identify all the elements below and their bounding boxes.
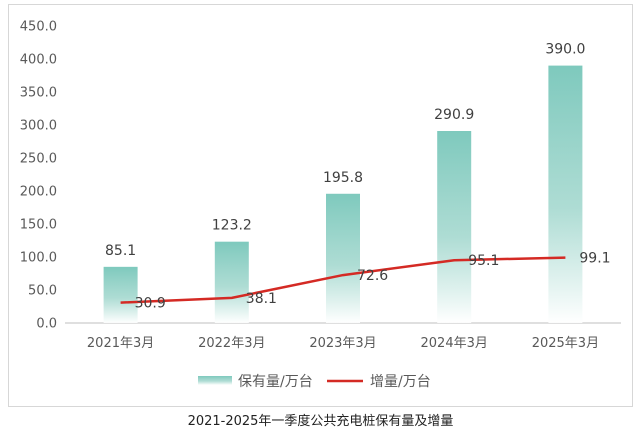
x-tick-label: 2022年3月 xyxy=(198,336,265,351)
y-tick-label: 200.0 xyxy=(20,185,57,200)
x-tick-label: 2024年3月 xyxy=(421,336,488,351)
legend-line-label: 增量/万台 xyxy=(370,374,431,390)
line-series: 30.9 38.1 72.6 95.1 99.1 xyxy=(120,251,611,312)
y-tick-label: 350.0 xyxy=(20,86,57,101)
bar xyxy=(103,266,138,323)
y-tick-label: 250.0 xyxy=(20,152,57,167)
y-tick-label: 100.0 xyxy=(20,251,57,266)
legend: 保有量/万台 增量/万台 xyxy=(198,374,431,390)
bar-data-label: 290.9 xyxy=(434,107,474,123)
line-data-label: 38.1 xyxy=(246,291,277,307)
legend-bar-label: 保有量/万台 xyxy=(238,374,313,390)
y-tick-label: 300.0 xyxy=(20,119,57,134)
x-tick-label: 2023年3月 xyxy=(309,336,376,351)
bar-data-label: 85.1 xyxy=(105,243,136,259)
y-tick-label: 0.0 xyxy=(36,317,57,332)
x-tick-label: 2021年3月 xyxy=(87,336,154,351)
y-tick-label: 150.0 xyxy=(20,218,57,233)
bar xyxy=(437,131,472,323)
bar xyxy=(214,241,249,323)
y-tick-label: 450.0 xyxy=(20,20,57,35)
bar-data-label: 123.2 xyxy=(212,218,252,234)
bar xyxy=(548,65,583,323)
chart: 0.0 50.0 100.0 150.0 200.0 250.0 300.0 350.0 400… xyxy=(20,20,621,390)
chart-frame xyxy=(8,4,633,407)
x-tick-label: 2025年3月 xyxy=(532,336,599,351)
bar-data-label: 195.8 xyxy=(323,170,363,186)
line-data-label: 30.9 xyxy=(135,296,166,312)
x-axis-ticks: 2021年3月 2022年3月 2023年3月 2024年3月 2025年3月 xyxy=(87,336,599,351)
y-axis-ticks: 0.0 50.0 100.0 150.0 200.0 250.0 300.0 350.0 400… xyxy=(20,20,57,332)
bar xyxy=(326,193,360,323)
line-data-label: 99.1 xyxy=(579,251,610,267)
line-data-label: 72.6 xyxy=(357,268,388,284)
line-data-label: 95.1 xyxy=(468,253,499,269)
bar-series: 85.1 123.2 195.8 290.9 390.0 xyxy=(103,42,585,323)
chart-caption: 2021-2025年一季度公共充电桩保有量及增量 xyxy=(187,414,454,429)
legend-bar-swatch xyxy=(198,376,232,385)
y-tick-label: 400.0 xyxy=(20,53,57,68)
y-tick-label: 50.0 xyxy=(28,284,57,299)
bar-data-label: 390.0 xyxy=(545,42,585,58)
